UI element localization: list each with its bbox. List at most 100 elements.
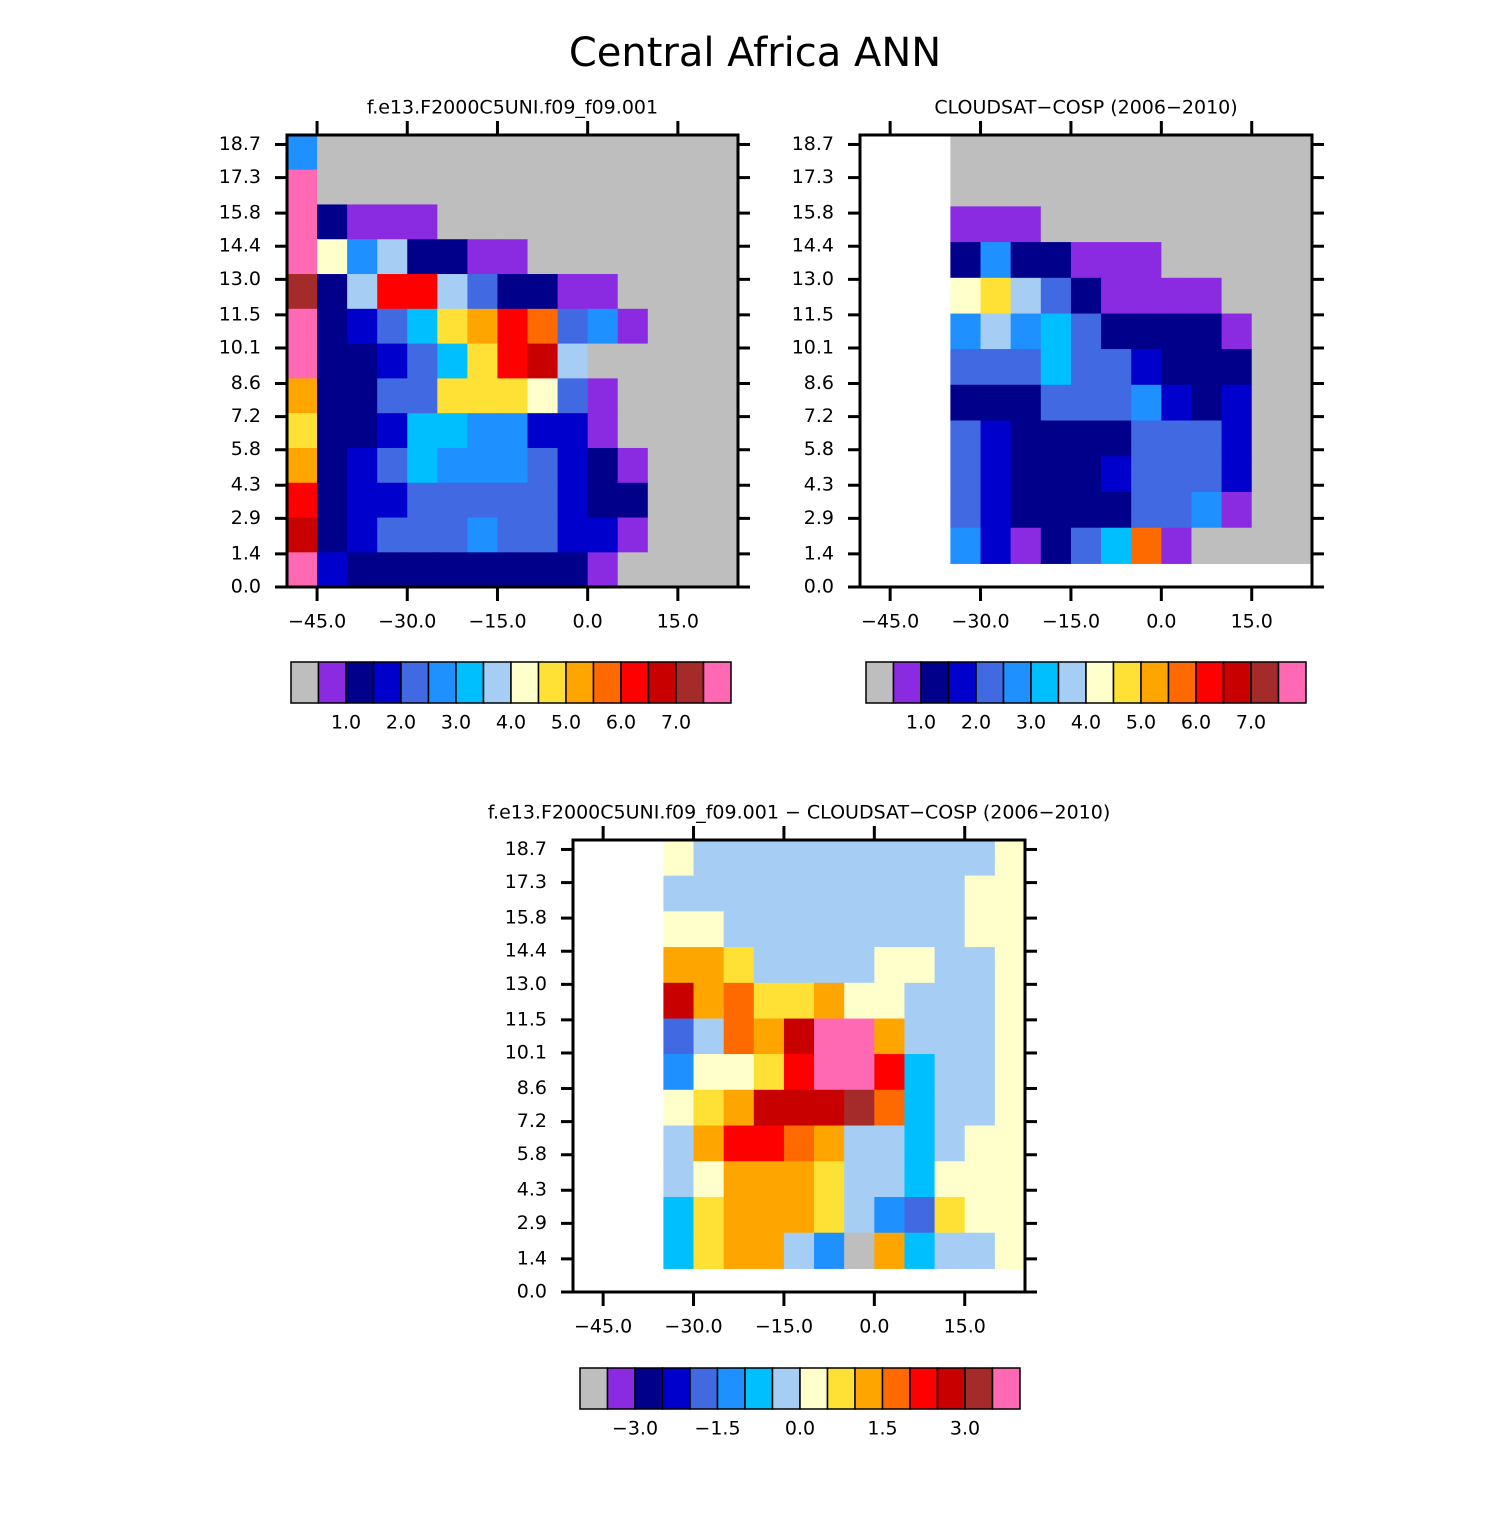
y-tick-label: 13.0 <box>792 268 834 290</box>
cell <box>617 274 649 310</box>
cell <box>407 308 438 345</box>
colorbar-box <box>565 661 595 704</box>
cell <box>587 204 619 240</box>
cell <box>783 911 815 948</box>
cell <box>1070 170 1102 207</box>
colorbar-label: 3.0 <box>441 712 471 734</box>
cell <box>287 517 318 553</box>
cell <box>783 1196 815 1234</box>
cell <box>783 1054 815 1091</box>
cell <box>437 482 468 519</box>
cell <box>1251 349 1283 386</box>
cell <box>1221 420 1253 457</box>
cell <box>844 947 875 984</box>
cell <box>707 552 739 588</box>
y-tick-label: 11.5 <box>792 303 834 325</box>
colorbar-missing <box>579 1367 609 1410</box>
cell <box>904 839 936 877</box>
cell <box>1191 170 1223 207</box>
cell <box>950 206 982 243</box>
cell <box>647 343 679 379</box>
cell <box>1040 384 1072 422</box>
x-tick-label: −45.0 <box>574 1316 632 1338</box>
cell <box>723 1018 755 1055</box>
cell <box>317 378 348 414</box>
y-tick-label: 18.7 <box>219 133 261 155</box>
cell <box>317 169 348 205</box>
y-tick-label: 17.3 <box>792 166 834 188</box>
cell <box>1040 420 1072 457</box>
colorbar-box <box>317 661 347 704</box>
cell <box>707 517 739 553</box>
cell <box>904 1054 936 1091</box>
cell <box>814 1161 845 1198</box>
colorbar-box <box>661 1367 691 1410</box>
y-tick-label: 10.1 <box>792 336 834 358</box>
cell <box>753 947 785 984</box>
cell <box>407 134 438 171</box>
colorbar-label: 0.0 <box>785 1418 815 1440</box>
y-tick-label: 8.6 <box>231 372 261 394</box>
cell <box>647 482 679 519</box>
cell <box>874 1125 905 1162</box>
cell <box>1161 134 1192 172</box>
colorbar-box <box>400 661 430 704</box>
cell <box>347 378 378 414</box>
cell <box>814 1054 845 1091</box>
cell <box>557 134 589 171</box>
cell <box>1131 170 1162 207</box>
colorbar-missing <box>290 661 320 704</box>
colorbar-box <box>1140 661 1170 704</box>
cell <box>693 1089 725 1127</box>
cell <box>980 277 1012 315</box>
cell <box>783 947 815 984</box>
cell <box>677 204 709 240</box>
cell <box>677 378 709 414</box>
cell <box>934 982 966 1020</box>
cell <box>1070 206 1102 243</box>
cell <box>934 1125 966 1162</box>
cell <box>1281 206 1313 243</box>
cell <box>783 1089 815 1127</box>
cell <box>1281 527 1313 564</box>
cell <box>467 447 498 484</box>
cell <box>557 274 589 310</box>
y-tick-label: 18.7 <box>505 838 547 860</box>
cell <box>287 308 318 345</box>
cell <box>1191 491 1223 529</box>
cell <box>497 447 529 484</box>
x-tick-label: 0.0 <box>1146 611 1176 633</box>
cell <box>587 378 619 414</box>
cell <box>994 1018 1026 1055</box>
cell <box>347 482 378 519</box>
cell <box>904 1089 936 1127</box>
cell <box>287 413 318 449</box>
cell <box>1070 527 1102 564</box>
cell <box>1070 420 1102 457</box>
cell <box>287 204 318 240</box>
colorbar-label: 7.0 <box>1236 712 1266 734</box>
y-tick-label: 8.6 <box>517 1077 547 1099</box>
cell <box>677 343 709 379</box>
cell <box>980 420 1012 457</box>
cell <box>904 1125 936 1162</box>
colorbar-box <box>647 661 677 704</box>
cell <box>677 552 709 588</box>
cell <box>663 1125 695 1162</box>
cell <box>557 343 589 379</box>
cell <box>1251 313 1283 350</box>
x-tick-label: −30.0 <box>664 1316 722 1338</box>
cell <box>347 134 378 171</box>
cell <box>317 517 348 553</box>
cell <box>317 204 348 240</box>
cell <box>950 491 982 529</box>
cell <box>964 1089 996 1127</box>
cell <box>980 384 1012 422</box>
cell <box>347 413 378 449</box>
y-tick-label: 11.5 <box>219 303 261 325</box>
cell <box>844 1054 875 1091</box>
cell <box>964 1018 996 1055</box>
cell <box>527 552 559 588</box>
cell <box>723 1125 755 1162</box>
cell <box>1191 206 1223 243</box>
